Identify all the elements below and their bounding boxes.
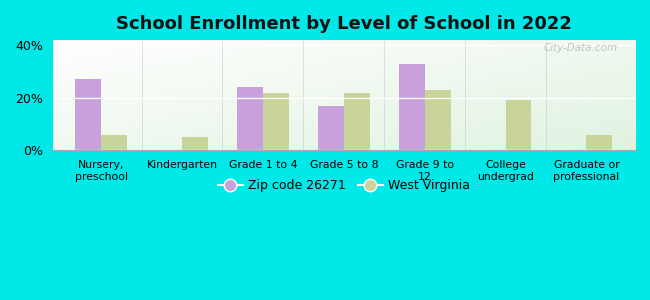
Title: School Enrollment by Level of School in 2022: School Enrollment by Level of School in … (116, 15, 572, 33)
Legend: Zip code 26271, West Virginia: Zip code 26271, West Virginia (213, 174, 475, 197)
Bar (344, 93, 370, 150)
Bar (399, 64, 424, 150)
Bar (263, 93, 289, 150)
Bar (424, 90, 450, 150)
Bar (182, 137, 208, 150)
Bar (506, 100, 532, 150)
Bar (318, 106, 344, 150)
Bar (586, 135, 612, 150)
Bar (75, 80, 101, 150)
Text: City-Data.com: City-Data.com (543, 44, 618, 53)
Bar (101, 135, 127, 150)
Bar (237, 87, 263, 150)
